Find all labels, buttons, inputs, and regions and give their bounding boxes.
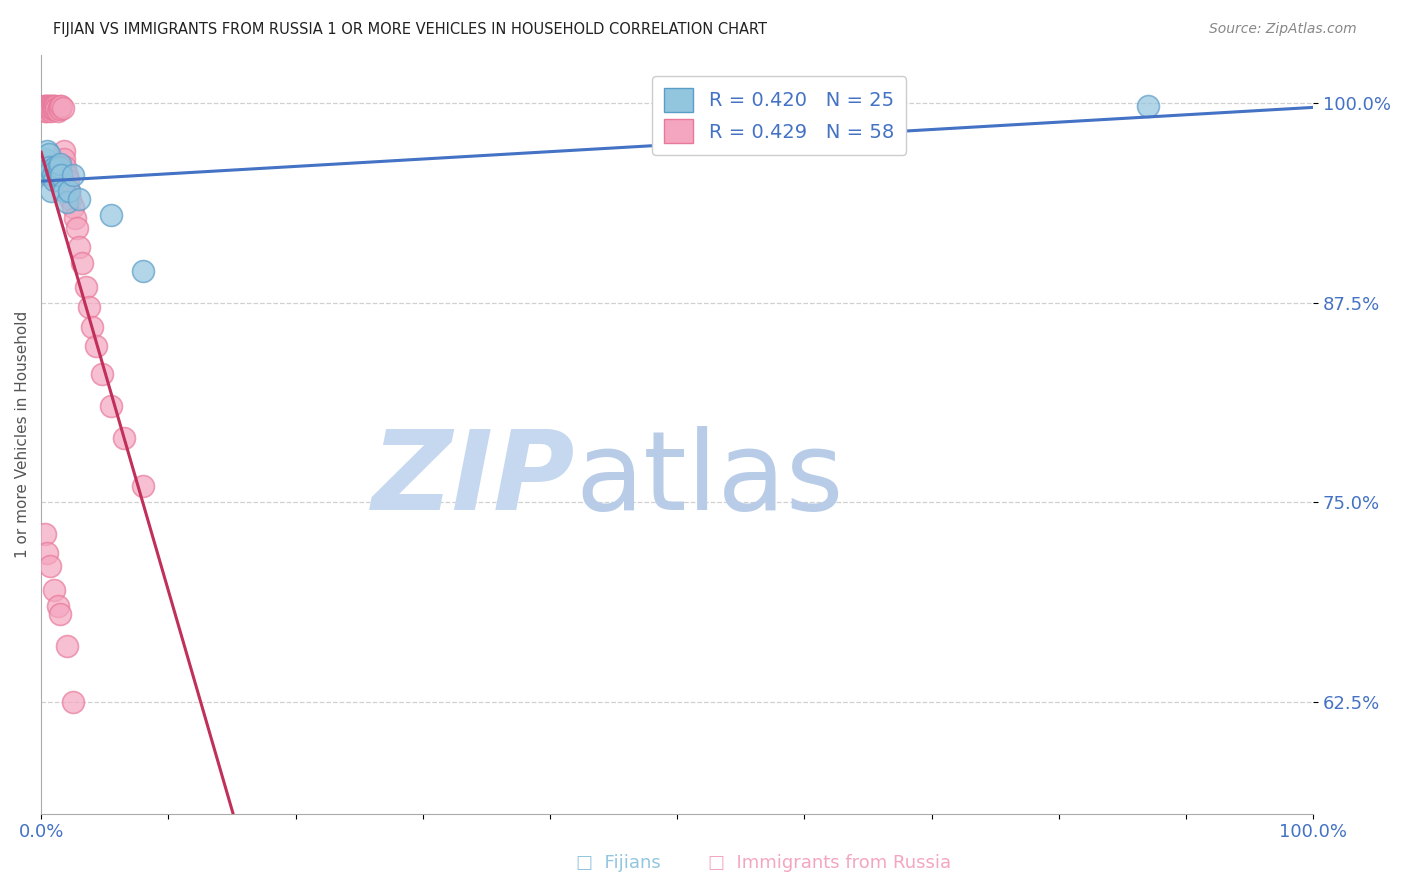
Point <box>53 144 76 158</box>
Point <box>39 101 62 115</box>
Point <box>42 99 65 113</box>
Point <box>62 168 84 182</box>
Point <box>38 147 60 161</box>
Point <box>41 168 63 182</box>
Point <box>49 157 72 171</box>
Point <box>59 192 82 206</box>
Point <box>42 582 65 597</box>
Point <box>66 220 89 235</box>
Point <box>37 144 59 158</box>
Text: ZIP: ZIP <box>373 426 575 533</box>
Point <box>55 195 77 210</box>
Point <box>39 184 62 198</box>
Point <box>37 546 59 560</box>
Point <box>39 103 62 118</box>
Point <box>37 99 59 113</box>
Point <box>53 184 76 198</box>
Point <box>38 103 60 117</box>
Point <box>49 99 72 113</box>
Point <box>35 103 58 117</box>
Point <box>112 431 135 445</box>
Point <box>132 263 155 277</box>
Point <box>41 99 63 113</box>
Point <box>58 184 80 198</box>
Point <box>51 99 73 113</box>
Point <box>37 101 59 115</box>
Point <box>44 99 66 113</box>
Point <box>62 695 84 709</box>
Point <box>58 184 80 198</box>
Point <box>1136 99 1159 113</box>
Point <box>39 99 62 113</box>
Point <box>52 101 75 115</box>
Text: FIJIAN VS IMMIGRANTS FROM RUSSIA 1 OR MORE VEHICLES IN HOUSEHOLD CORRELATION CHA: FIJIAN VS IMMIGRANTS FROM RUSSIA 1 OR MO… <box>53 22 768 37</box>
Point <box>44 160 66 174</box>
Point <box>34 527 56 541</box>
Point <box>84 339 107 353</box>
Point <box>79 301 101 315</box>
Point <box>39 160 62 174</box>
Text: □  Fijians: □ Fijians <box>576 855 661 872</box>
Point <box>38 168 60 182</box>
Legend: R = 0.420   N = 25, R = 0.429   N = 58: R = 0.420 N = 25, R = 0.429 N = 58 <box>652 76 905 155</box>
Text: Source: ZipAtlas.com: Source: ZipAtlas.com <box>1209 22 1357 37</box>
Point <box>35 99 58 113</box>
Point <box>45 103 67 117</box>
Point <box>67 240 90 254</box>
Point <box>39 103 62 117</box>
Point <box>48 101 70 115</box>
Point <box>42 101 65 115</box>
Point <box>100 400 122 414</box>
Point <box>39 163 62 178</box>
Point <box>818 128 841 142</box>
Point <box>34 99 56 113</box>
Point <box>56 172 79 186</box>
Point <box>48 160 70 174</box>
Point <box>45 163 67 178</box>
Y-axis label: 1 or more Vehicles in Household: 1 or more Vehicles in Household <box>15 310 30 558</box>
Point <box>42 103 65 117</box>
Point <box>70 256 93 270</box>
Point <box>46 103 69 118</box>
Point <box>35 160 58 174</box>
Point <box>65 211 87 225</box>
Point <box>100 208 122 222</box>
Point <box>32 99 55 113</box>
Point <box>55 639 77 653</box>
Point <box>62 200 84 214</box>
Point <box>53 160 76 174</box>
Point <box>38 99 60 113</box>
Point <box>34 152 56 166</box>
Point <box>39 559 62 574</box>
Point <box>46 599 69 613</box>
Point <box>46 168 69 182</box>
Point <box>39 99 62 113</box>
Point <box>67 192 90 206</box>
Point <box>39 101 62 115</box>
Text: □  Immigrants from Russia: □ Immigrants from Russia <box>709 855 950 872</box>
Point <box>132 479 155 493</box>
Point <box>45 101 67 115</box>
Point <box>49 103 72 117</box>
Point <box>53 152 76 166</box>
Point <box>55 168 77 182</box>
Point <box>34 103 56 118</box>
Point <box>42 172 65 186</box>
Text: atlas: atlas <box>575 426 844 533</box>
Point <box>37 103 59 118</box>
Point <box>91 368 114 382</box>
Point <box>75 279 97 293</box>
Point <box>51 168 73 182</box>
Point <box>49 607 72 621</box>
Point <box>80 319 103 334</box>
Point <box>41 103 63 117</box>
